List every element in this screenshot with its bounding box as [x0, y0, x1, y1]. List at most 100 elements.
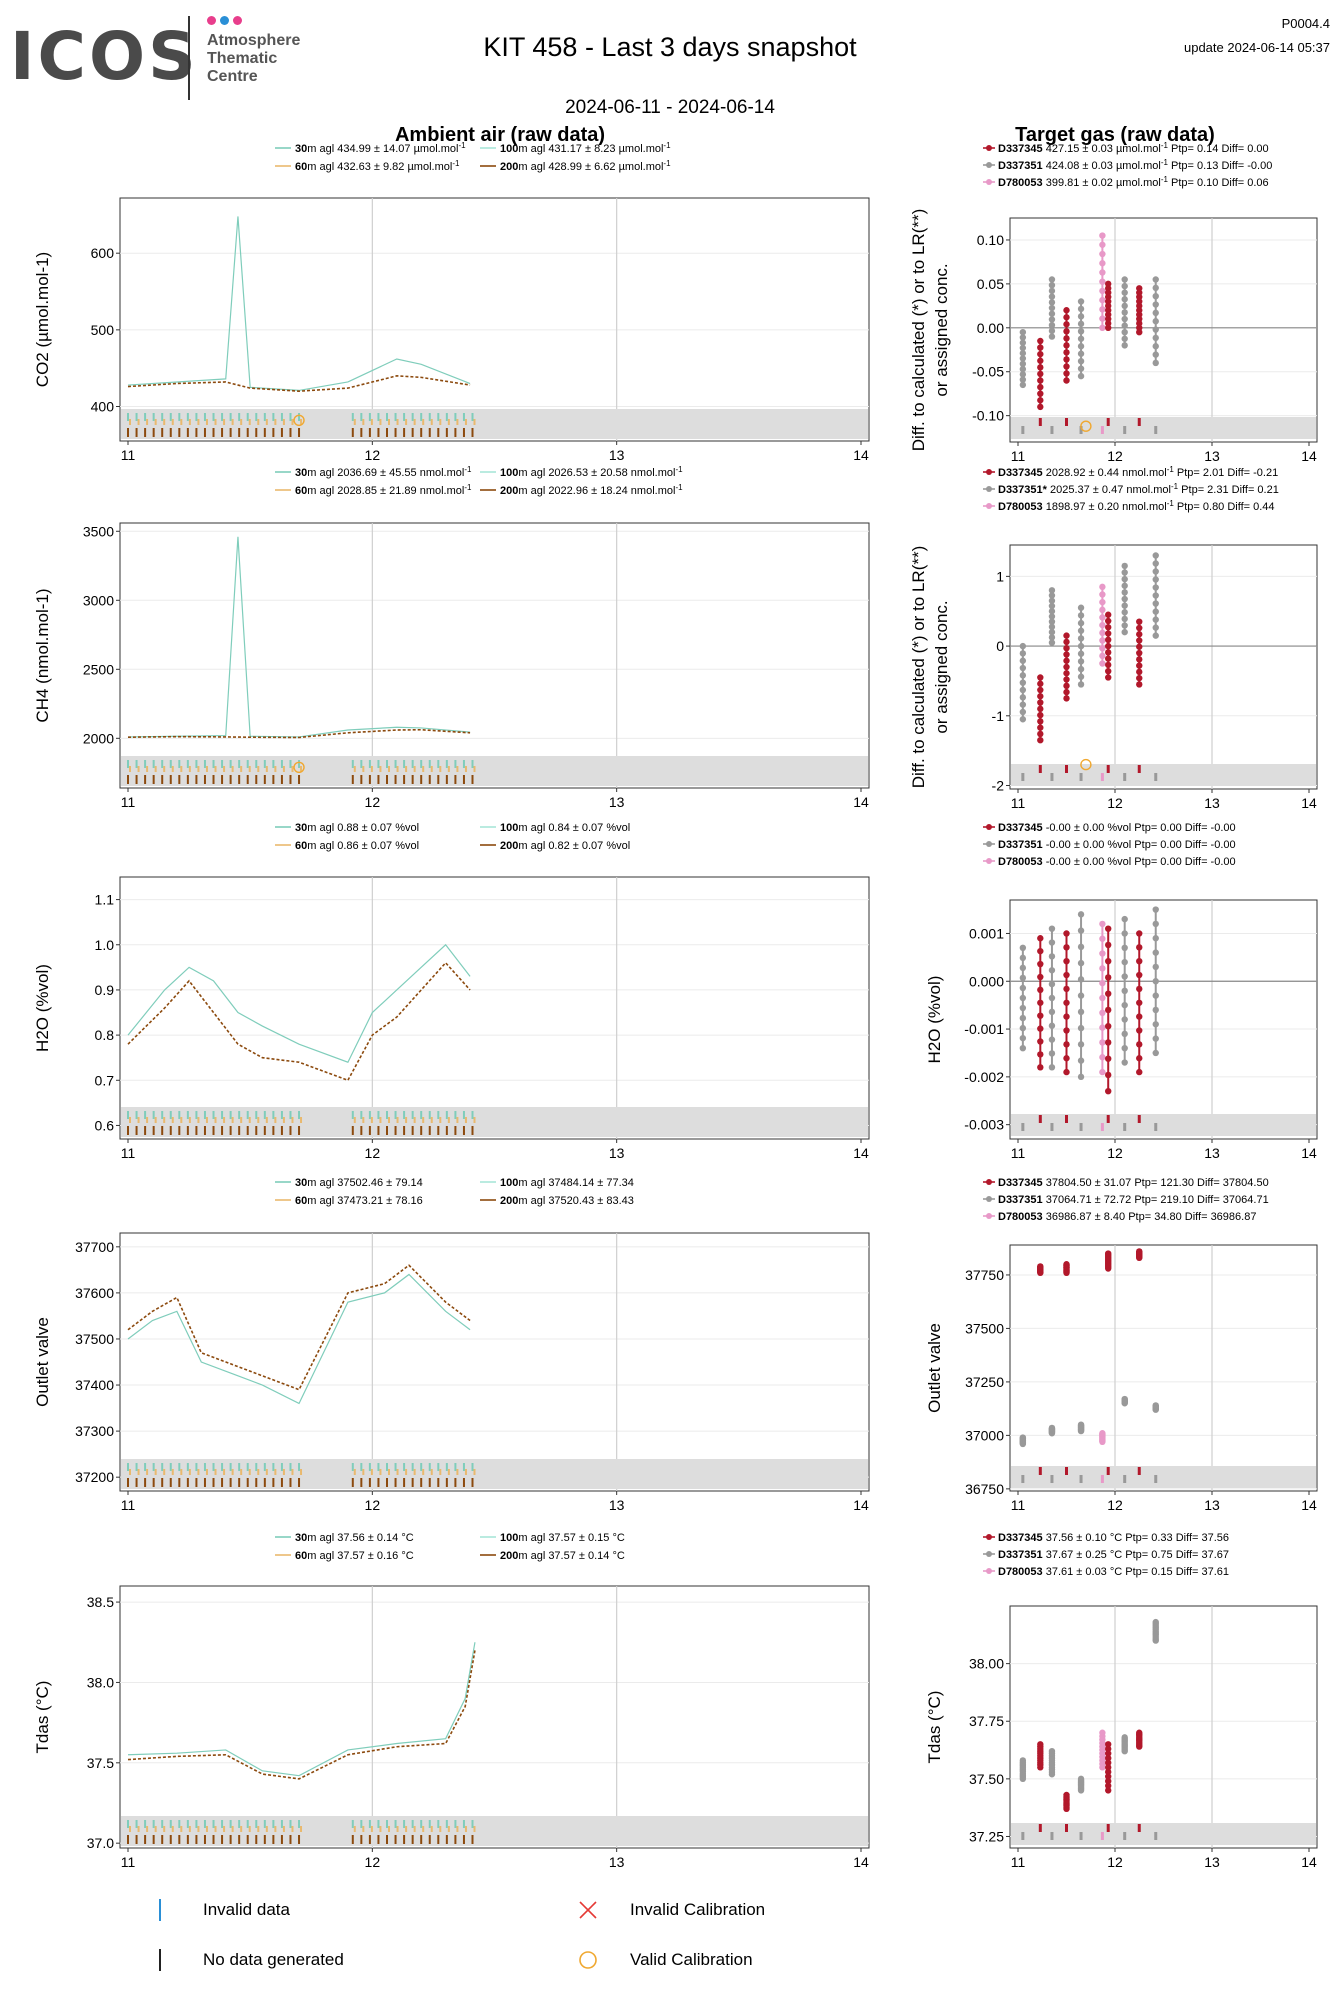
target-point — [1152, 963, 1159, 971]
x-tick-label: 11 — [121, 1497, 136, 1513]
y-tick-label: -0.001 — [964, 1021, 1004, 1037]
target-point — [1037, 344, 1044, 351]
target-flag — [1038, 765, 1042, 773]
target-flag — [1038, 1467, 1042, 1475]
target-point — [1136, 1013, 1143, 1020]
target-point — [1099, 637, 1106, 644]
y-tick-label: 0.05 — [977, 276, 1004, 292]
y-tick-label: 37200 — [75, 1469, 114, 1485]
target-point — [1063, 944, 1070, 951]
flag-band — [1011, 764, 1316, 786]
target-point — [1105, 1088, 1112, 1095]
y-tick-label: 600 — [91, 245, 115, 261]
series-line-30m — [127, 1642, 476, 1777]
target-point — [1077, 927, 1085, 934]
x-tick-label: 12 — [365, 1145, 381, 1161]
x-tick-label: 13 — [1204, 1145, 1220, 1161]
target-point — [1136, 643, 1143, 650]
target-point — [1099, 591, 1106, 598]
y-tick-label: 37.0 — [87, 1835, 114, 1851]
y-tick-label: 37.50 — [969, 1771, 1004, 1787]
target-point — [1063, 985, 1070, 993]
update-time: update 2024-06-14 05:37 — [1183, 40, 1330, 55]
plot-frame — [119, 197, 870, 442]
y-axis-label: Tdas (°C) — [33, 1681, 52, 1754]
y-tick-label: 37300 — [75, 1423, 114, 1439]
y-tick-label: 500 — [91, 322, 115, 338]
target-point — [1152, 552, 1159, 559]
legend-entry: 100m agl 2026.53 ± 20.58 nmol.mol-1 — [500, 465, 683, 479]
legend-entry: 200m agl 0.82 ± 0.07 %vol — [500, 840, 630, 852]
legend-key-dot — [986, 179, 992, 185]
target-flag — [1137, 1115, 1141, 1123]
target-flag — [1154, 773, 1158, 781]
invalid-data-marker — [159, 1899, 161, 1921]
target-point — [1105, 315, 1112, 323]
target-point — [1121, 289, 1128, 296]
target-point — [1152, 326, 1159, 333]
target-point — [1099, 1054, 1106, 1061]
target-point — [1077, 943, 1085, 951]
target-point — [1063, 657, 1070, 664]
legend-entry: D337351 37.67 ± 0.25 °C Ptp= 0.75 Diff= … — [998, 1549, 1229, 1561]
target-point — [1152, 600, 1159, 607]
x-tick-label: 11 — [1011, 1854, 1026, 1870]
target-point — [1105, 624, 1112, 631]
target-point — [1105, 655, 1112, 662]
x-tick-label: 14 — [853, 794, 869, 810]
target-flag — [1100, 1832, 1104, 1840]
target-flag — [1137, 765, 1141, 773]
target-point — [1121, 1044, 1128, 1052]
target-flag — [1079, 1832, 1083, 1840]
target-point — [1152, 935, 1159, 942]
target-point — [1105, 285, 1112, 292]
target-point — [1048, 321, 1056, 329]
target-point — [1136, 637, 1143, 644]
target-point — [1048, 592, 1056, 599]
legend-entry: 200m agl 37.57 ± 0.14 °C — [500, 1550, 625, 1562]
y-tick-label: 0.6 — [95, 1117, 115, 1133]
legend-entry: 30m agl 2036.69 ± 45.55 nmol.mol-1 — [295, 465, 472, 479]
target-point — [1063, 1068, 1070, 1076]
target-point — [1121, 628, 1128, 636]
target-flag — [1123, 773, 1127, 781]
y-tick-label: -0.10 — [972, 408, 1004, 424]
legend-entry: 60m agl 37473.21 ± 78.16 — [295, 1195, 423, 1207]
target-point — [1077, 1024, 1085, 1032]
invalid-calibration-marker — [579, 1901, 597, 1919]
target-point — [1077, 911, 1085, 918]
y-axis-label: Outlet valve — [925, 1323, 944, 1413]
target-point — [1105, 674, 1112, 681]
legend-no-data: No data generated — [203, 1950, 344, 1969]
y-tick-label: 0.000 — [969, 973, 1004, 989]
target-point — [1048, 953, 1056, 960]
y-tick-label: -1 — [992, 708, 1005, 724]
legend-key-dot — [986, 824, 992, 830]
target-flag — [1065, 418, 1068, 426]
target-point — [1121, 987, 1128, 995]
target-point — [1037, 337, 1044, 345]
plot-frame — [1009, 899, 1318, 1140]
target-point — [1121, 276, 1128, 283]
target-point — [1048, 287, 1056, 295]
target-point — [1037, 699, 1044, 706]
target-point — [1063, 1791, 1070, 1799]
x-tick-label: 11 — [1011, 448, 1026, 464]
target-point — [1105, 1022, 1112, 1030]
target-point — [1136, 324, 1143, 332]
target-point — [1037, 1012, 1044, 1019]
target-point — [1063, 670, 1070, 677]
target-point — [1136, 289, 1143, 296]
target-point — [1077, 650, 1085, 657]
target-point — [1063, 957, 1070, 965]
y-tick-label: 2500 — [83, 661, 114, 677]
page-title: KIT 458 - Last 3 days snapshot — [483, 32, 857, 62]
target-point — [1121, 589, 1128, 596]
x-tick-label: 13 — [609, 1854, 625, 1870]
target-point — [1037, 1741, 1044, 1748]
target-point — [1019, 708, 1027, 716]
legend-entry: D337351 424.08 ± 0.03 µmol.mol-1 Ptp= 0.… — [998, 158, 1272, 172]
target-flag — [1021, 1832, 1025, 1840]
plot-frame — [1009, 544, 1318, 790]
target-point — [1105, 667, 1112, 675]
